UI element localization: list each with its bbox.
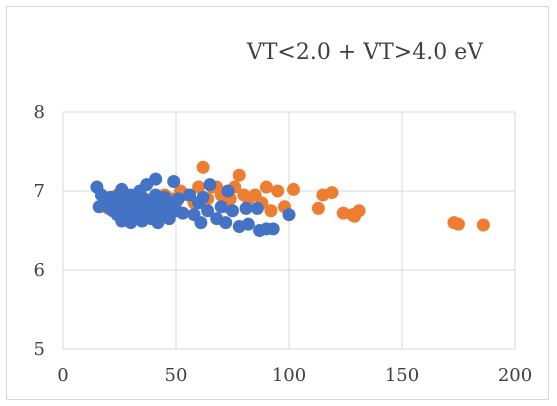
data-point (311, 201, 325, 215)
chart-title: VT<2.0 + VT>4.0 eV (246, 40, 484, 65)
data-point (171, 192, 185, 206)
data-point (176, 206, 190, 220)
data-point (232, 168, 246, 182)
data-point (183, 188, 197, 202)
y-tick-label: 8 (34, 102, 45, 123)
data-point (194, 216, 208, 230)
data-point (325, 186, 339, 200)
data-point (239, 201, 253, 215)
chart-frame: VT<2.0 + VT>4.0 eV 5 6 7 8 0 50 100 150 200 (6, 6, 549, 400)
data-point (149, 172, 163, 186)
data-point (452, 217, 465, 231)
axes: 5 6 7 8 0 50 100 150 200 (34, 102, 533, 386)
data-point (196, 160, 210, 174)
series-1 (90, 172, 296, 237)
data-point (259, 180, 273, 194)
y-tick-label: 6 (34, 260, 45, 281)
x-tick-label: 200 (498, 365, 532, 386)
data-point (226, 204, 239, 218)
data-point (264, 204, 278, 218)
data-point (476, 218, 490, 232)
data-series (90, 160, 490, 237)
data-point (203, 178, 217, 192)
data-point (214, 200, 228, 214)
data-point (250, 201, 264, 215)
x-tick-label: 100 (272, 365, 306, 386)
data-point (219, 216, 233, 230)
x-tick-label: 150 (385, 365, 419, 386)
data-point (221, 184, 235, 198)
x-tick-label: 0 (57, 365, 68, 386)
data-point (282, 208, 296, 222)
data-point (352, 204, 366, 218)
y-tick-label: 7 (34, 181, 45, 202)
y-tick-label: 5 (34, 339, 45, 360)
data-point (241, 217, 255, 231)
data-point (266, 222, 280, 236)
data-point (192, 180, 206, 194)
x-tick-label: 50 (165, 365, 188, 386)
data-point (287, 182, 301, 196)
data-point (167, 175, 181, 189)
data-point (201, 204, 215, 218)
data-point (271, 184, 285, 198)
data-point (196, 190, 210, 204)
grid (62, 111, 516, 350)
scatter-chart: VT<2.0 + VT>4.0 eV 5 6 7 8 0 50 100 150 200 (34, 40, 533, 386)
